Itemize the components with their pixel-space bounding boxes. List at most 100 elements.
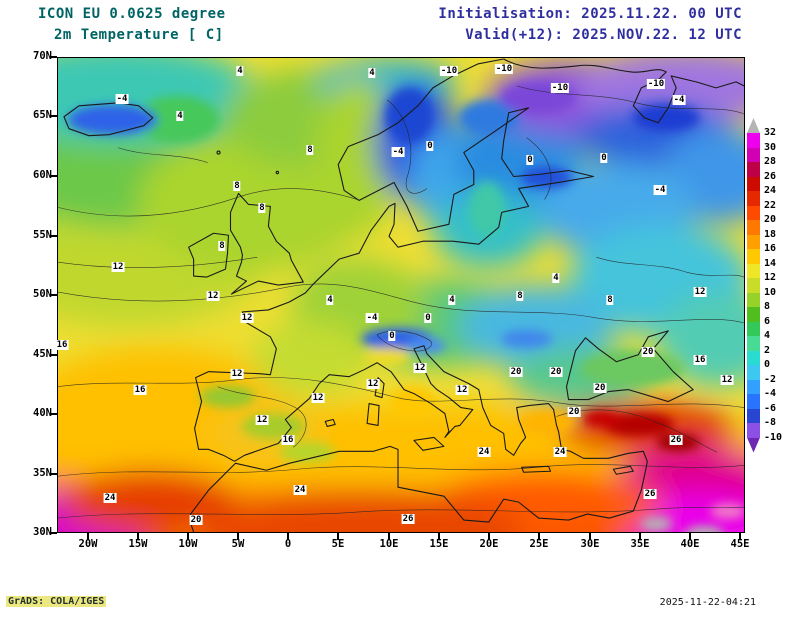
contour-label: 24 [293, 485, 307, 495]
colorbar-segment [747, 292, 760, 307]
lon-tick [287, 533, 289, 540]
lon-tick [488, 533, 490, 540]
contour-label: 4 [552, 273, 560, 283]
lon-tick [639, 533, 641, 540]
contour-label: 20 [567, 407, 581, 417]
lat-tick [50, 473, 57, 475]
contour-label: 4 [176, 111, 184, 121]
colorbar-segment [747, 205, 760, 220]
colorbar-segment [747, 365, 760, 380]
contour-label: 24 [477, 447, 491, 457]
contour-label: 26 [669, 435, 683, 445]
parameter-title: 2m Temperature [ C] [54, 27, 224, 43]
colorbar-label-2: 2 [764, 344, 771, 356]
lat-tick [50, 235, 57, 237]
contour-label: -4 [115, 94, 129, 104]
contour-label: 0 [600, 153, 608, 163]
contour-label: -10 [646, 79, 666, 89]
contour-label: 24 [553, 447, 567, 457]
colorbar-segment [747, 176, 760, 191]
lon-tick [337, 533, 339, 540]
contour-label: 12 [206, 291, 220, 301]
lon-label-25E: 25E [529, 538, 549, 550]
lat-tick [50, 56, 57, 58]
colorbar-label-26: 26 [764, 170, 777, 182]
lon-tick [187, 533, 189, 540]
colorbar-segment [747, 263, 760, 278]
contour-label: -4 [653, 185, 667, 195]
lon-tick [538, 533, 540, 540]
lon-label-30E: 30E [580, 538, 600, 550]
contour-label: -4 [365, 313, 379, 323]
lon-label-10E: 10E [379, 538, 399, 550]
colorbar-label-32: 32 [764, 127, 777, 138]
contour-label: 0 [388, 331, 396, 341]
contour-label: 4 [326, 295, 334, 305]
lat-tick [50, 294, 57, 296]
lon-tick [589, 533, 591, 540]
lat-label-30N: 30N [33, 526, 52, 538]
contour-label: 12 [240, 313, 254, 323]
grads-stamp: GrADS: COLA/IGES [6, 596, 107, 607]
contour-label: 12 [455, 385, 469, 395]
lon-label-5E: 5E [331, 538, 345, 550]
contour-label: 0 [424, 313, 432, 323]
lon-tick [137, 533, 139, 540]
contour-label: 16 [55, 340, 69, 350]
colorbar-segment [747, 278, 760, 293]
colorbar-label-24: 24 [764, 185, 777, 196]
contour-label: 12 [111, 262, 125, 272]
colorbar-segment [747, 394, 760, 409]
contour-label: 12 [255, 415, 269, 425]
lat-label-50N: 50N [33, 288, 52, 300]
colorbar-segment [747, 191, 760, 206]
lat-tick [50, 354, 57, 356]
contour-label: 20 [641, 347, 655, 357]
lon-label-35E: 35E [630, 538, 650, 550]
lat-label-40N: 40N [33, 407, 52, 419]
lat-label-55N: 55N [33, 229, 52, 241]
map-plot-area [57, 57, 745, 533]
colorbar-segment [747, 118, 760, 133]
colorbar-label--10: -10 [764, 431, 783, 443]
colorbar-segment [747, 379, 760, 394]
lon-tick [438, 533, 440, 540]
contour-label: 0 [526, 155, 534, 165]
lon-label-20W: 20W [78, 538, 98, 550]
colorbar-label-14: 14 [764, 257, 777, 269]
lon-label-5W: 5W [231, 538, 245, 550]
contour-label: -10 [550, 83, 570, 93]
colorbar-label-0: 0 [764, 359, 771, 370]
lon-tick [689, 533, 691, 540]
contour-label: 12 [720, 375, 734, 385]
colorbar-label-22: 22 [764, 199, 777, 211]
colorbar-segment [747, 408, 760, 423]
contour-label: 4 [368, 68, 376, 78]
lon-tick [739, 533, 741, 540]
contour-label: -10 [494, 64, 514, 74]
lon-label-20E: 20E [479, 538, 499, 550]
lat-label-35N: 35N [33, 467, 52, 479]
colorbar-label-10: 10 [764, 286, 777, 298]
lat-tick [50, 532, 57, 534]
lon-tick [237, 533, 239, 540]
lon-label-45E: 45E [730, 538, 750, 550]
colorbar-segment [747, 350, 760, 365]
colorbar-label-4: 4 [764, 330, 771, 341]
contour-label: 4 [236, 66, 244, 76]
colorbar-segment [747, 321, 760, 336]
lon-label-15W: 15W [128, 538, 148, 550]
colorbar-segment [747, 220, 760, 235]
lon-tick [388, 533, 390, 540]
contour-label: 26 [643, 489, 657, 499]
creation-timestamp: 2025-11-22-04:21 [659, 597, 756, 608]
colorbar-segment [747, 307, 760, 322]
lat-label-70N: 70N [33, 50, 52, 62]
contour-label: 12 [230, 369, 244, 379]
temperature-field-svg [58, 58, 744, 532]
contour-label: 12 [366, 379, 380, 389]
colorbar-segment [747, 147, 760, 162]
contour-label: -10 [439, 66, 459, 76]
contour-label: 24 [103, 493, 117, 503]
colorbar-label-6: 6 [764, 315, 771, 327]
